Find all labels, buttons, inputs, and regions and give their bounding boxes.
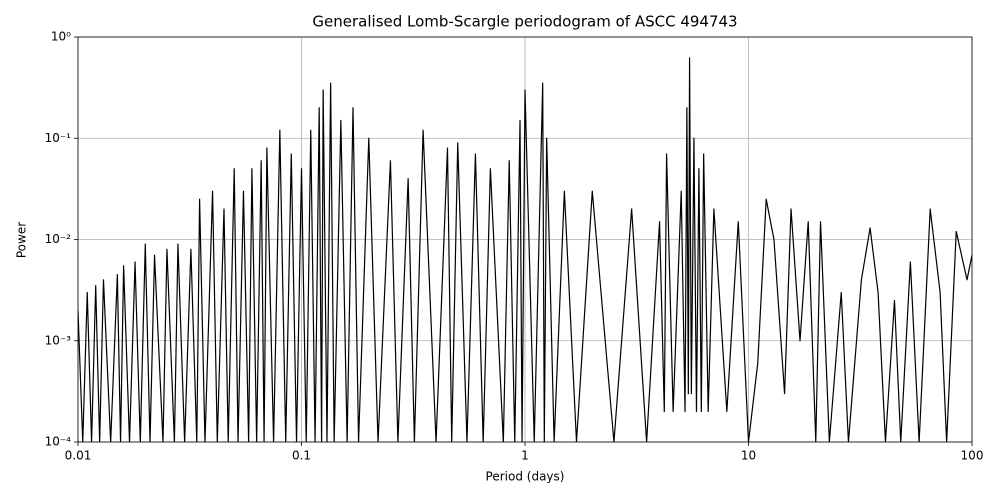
y-tick-label: 10⁻² (45, 232, 72, 246)
x-tick-label: 1 (521, 449, 529, 463)
x-tick-label: 100 (961, 449, 984, 463)
y-tick-label: 10⁻¹ (45, 131, 72, 145)
x-tick-label: 10 (741, 449, 756, 463)
chart-title: Generalised Lomb-Scargle periodogram of … (312, 13, 737, 31)
y-tick-label: 10⁰ (51, 30, 71, 44)
x-axis-label: Period (days) (486, 470, 565, 484)
plot-area (78, 57, 972, 442)
x-tick-label: 0.1 (292, 449, 311, 463)
series-line (78, 57, 972, 442)
y-tick-label: 10⁻³ (45, 333, 72, 347)
x-tick-label: 0.01 (65, 449, 92, 463)
y-axis-label: Power (15, 222, 29, 258)
y-tick-label: 10⁻⁴ (45, 435, 72, 449)
